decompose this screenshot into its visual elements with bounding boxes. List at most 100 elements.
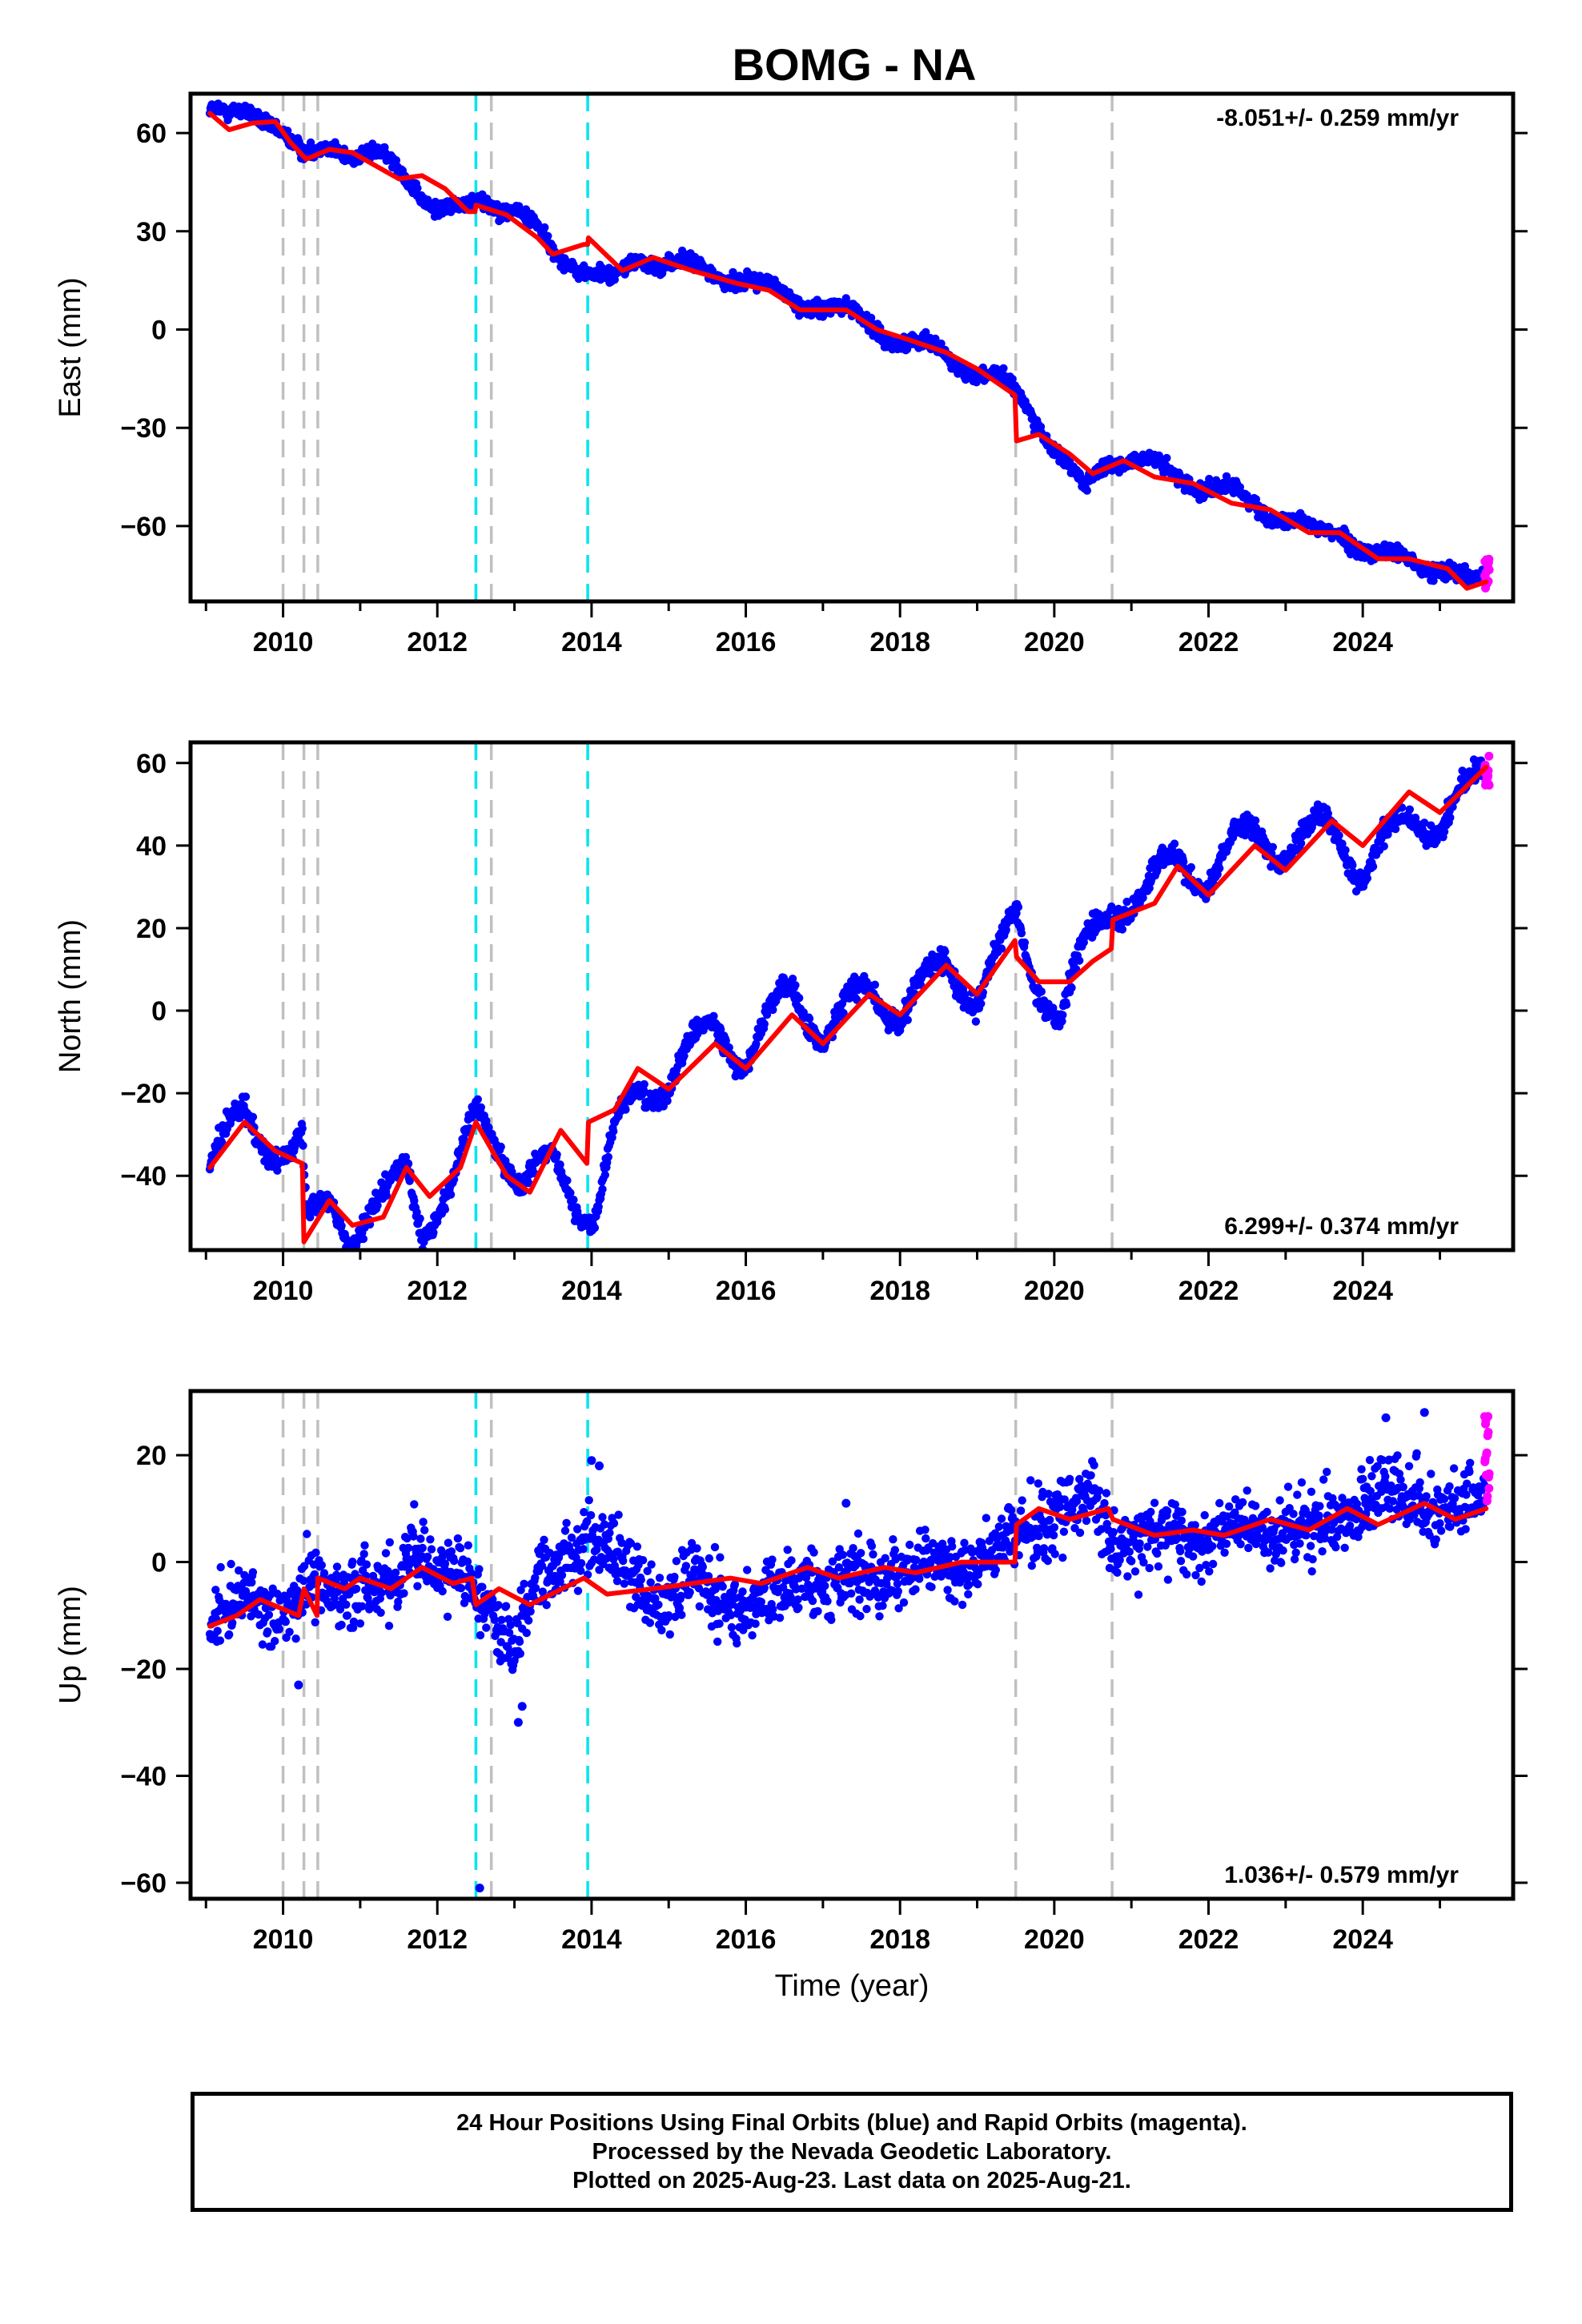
up-data-point bbox=[560, 1526, 570, 1535]
up-data-point bbox=[554, 1553, 564, 1562]
up-data-point bbox=[614, 1510, 623, 1519]
up-data-point bbox=[632, 1542, 642, 1551]
up-data-point bbox=[413, 1582, 422, 1590]
up-data-point bbox=[215, 1636, 225, 1645]
north-data-point bbox=[473, 1095, 482, 1104]
north-data-point bbox=[941, 947, 950, 956]
up-data-point bbox=[524, 1616, 533, 1625]
up-data-point bbox=[351, 1584, 361, 1594]
up-data-point bbox=[711, 1585, 720, 1594]
north-rate-label: 6.299+/- 0.374 mm/yr bbox=[1224, 1213, 1459, 1240]
up-data-point bbox=[620, 1579, 628, 1588]
east-data-point bbox=[544, 231, 552, 240]
up-data-point bbox=[704, 1572, 713, 1581]
north-ytick-label: 20 bbox=[136, 914, 167, 944]
up-data-point bbox=[665, 1630, 674, 1639]
east-data-point bbox=[1205, 474, 1214, 484]
up-data-point bbox=[447, 1547, 456, 1556]
north-data-point bbox=[484, 1123, 493, 1132]
up-data-point bbox=[440, 1559, 450, 1568]
north-data-point bbox=[373, 1201, 382, 1210]
up-data-point bbox=[456, 1544, 465, 1553]
up-data-point bbox=[573, 1586, 583, 1595]
east-data-point bbox=[1429, 577, 1438, 585]
east-rate-label: -8.051+/- 0.259 mm/yr bbox=[1216, 105, 1459, 131]
up-data-point bbox=[449, 1556, 459, 1566]
up-data-point bbox=[687, 1538, 697, 1548]
north-data-point bbox=[769, 1005, 777, 1015]
east-data-point bbox=[540, 223, 549, 232]
north-data-point bbox=[1379, 842, 1388, 850]
north-data-point bbox=[791, 981, 800, 990]
up-data-point bbox=[335, 1605, 345, 1614]
north-y-axis-label: North (mm) bbox=[54, 919, 87, 1073]
north-data-point bbox=[1335, 831, 1343, 840]
east-data-point bbox=[413, 183, 422, 193]
up-data-point bbox=[655, 1574, 665, 1582]
up-data-point bbox=[275, 1625, 283, 1634]
up-data-point bbox=[384, 1622, 394, 1630]
up-data-point bbox=[576, 1566, 585, 1575]
up-data-point bbox=[264, 1610, 274, 1619]
up-data-point bbox=[247, 1578, 256, 1587]
up-data-point bbox=[695, 1602, 704, 1611]
east-xtick-label: 2024 bbox=[1332, 627, 1393, 657]
up-data-point bbox=[580, 1508, 588, 1517]
up-data-point bbox=[248, 1568, 258, 1577]
east-xtick-label: 2012 bbox=[407, 627, 468, 657]
up-data-point bbox=[228, 1618, 237, 1627]
east-xtick-label: 2016 bbox=[716, 627, 777, 657]
north-ytick-label: −20 bbox=[120, 1079, 167, 1109]
north-data-point bbox=[1037, 987, 1046, 996]
up-data-point bbox=[419, 1518, 428, 1526]
up-data-point bbox=[394, 1597, 403, 1606]
up-data-point bbox=[299, 1576, 308, 1586]
east-model-curve bbox=[207, 111, 1489, 591]
east-ytick-label: 30 bbox=[136, 217, 167, 247]
east-ytick-label: −30 bbox=[120, 413, 167, 444]
up-data-point bbox=[545, 1549, 554, 1558]
up-data-point bbox=[227, 1559, 235, 1569]
up-data-point bbox=[520, 1579, 528, 1589]
north-data-point bbox=[1186, 862, 1196, 872]
up-data-point bbox=[516, 1649, 524, 1659]
up-data-point bbox=[311, 1548, 320, 1558]
up-data-point bbox=[685, 1588, 694, 1597]
north-data-point bbox=[563, 1176, 572, 1185]
north-data-point bbox=[569, 1196, 578, 1204]
up-data-point bbox=[444, 1538, 453, 1547]
east-rapid-point bbox=[1484, 554, 1494, 564]
up-data-point bbox=[213, 1626, 222, 1635]
east-rapid-orbit-points bbox=[1480, 554, 1494, 593]
up-data-point bbox=[677, 1591, 685, 1601]
up-data-point bbox=[654, 1600, 663, 1610]
east-xtick-label: 2022 bbox=[1178, 627, 1239, 657]
north-data-point bbox=[805, 1014, 814, 1023]
up-data-point bbox=[273, 1590, 282, 1598]
east-ytick-label: 60 bbox=[136, 119, 167, 149]
east-xtick-label: 2018 bbox=[869, 627, 930, 657]
chart-title: BOMG - NA bbox=[733, 39, 977, 90]
up-data-point bbox=[715, 1619, 724, 1628]
up-data-point bbox=[362, 1560, 371, 1569]
north-data-point bbox=[1215, 864, 1224, 873]
north-data-point bbox=[416, 1214, 424, 1223]
up-data-point bbox=[216, 1562, 225, 1572]
up-data-point bbox=[476, 1630, 485, 1640]
north-data-point bbox=[594, 1202, 603, 1212]
up-data-point bbox=[672, 1557, 681, 1566]
north-ytick-label: −40 bbox=[120, 1161, 167, 1192]
up-data-point bbox=[460, 1598, 469, 1607]
up-data-point bbox=[332, 1562, 342, 1571]
up-data-point bbox=[490, 1615, 499, 1624]
up-data-point bbox=[586, 1510, 596, 1520]
up-data-point bbox=[598, 1513, 607, 1522]
up-data-point bbox=[713, 1637, 722, 1647]
up-data-point bbox=[464, 1541, 472, 1550]
east-ytick-label: 0 bbox=[151, 316, 167, 346]
up-data-point bbox=[609, 1554, 618, 1564]
north-data-point bbox=[1067, 983, 1076, 992]
up-data-point bbox=[330, 1594, 339, 1602]
north-data-point bbox=[717, 1025, 725, 1034]
north-data-point bbox=[382, 1191, 391, 1200]
